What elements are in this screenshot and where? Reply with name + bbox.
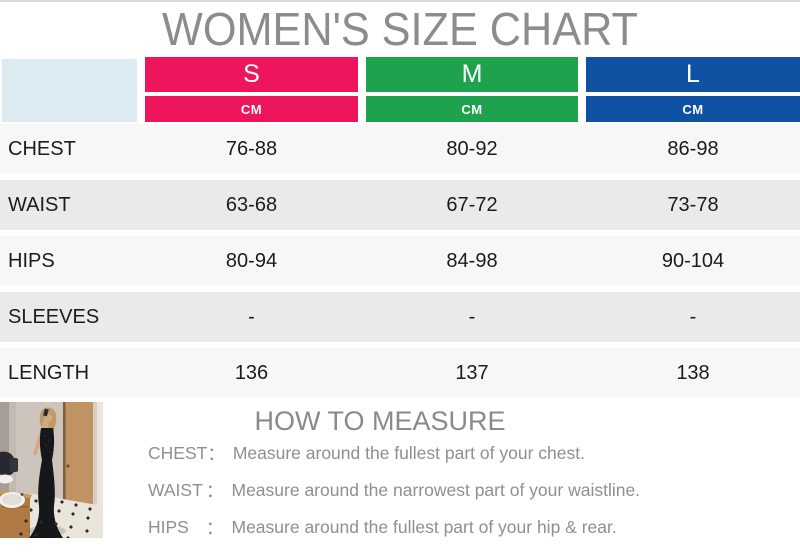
table-row-sleeves: SLEEVES - - - — [0, 292, 800, 342]
measure-text: Measure around the narrowest part of you… — [231, 479, 641, 500]
cell-value: - — [468, 305, 476, 328]
size-table-body: CHEST 76-88 80-92 86-98 WAIST 63-68 67-7… — [0, 124, 800, 404]
cell-value: 90-104 — [661, 249, 725, 272]
size-header-l: L — [586, 57, 800, 92]
unit-header-row: CM CM CM — [0, 96, 800, 122]
row-label: SLEEVES — [8, 305, 100, 328]
measure-colon: ： — [207, 443, 225, 464]
row-label: HIPS — [8, 249, 55, 272]
measure-label: WAIST — [148, 479, 203, 500]
measure-label: HIPS — [148, 516, 189, 537]
size-header-m: M — [366, 57, 578, 92]
measure-item-chest: CHEST： Measure around the fullest part of… — [148, 442, 788, 464]
size-table-corner-cell — [2, 59, 137, 122]
how-to-measure-list: CHEST： Measure around the fullest part of… — [148, 442, 788, 553]
how-to-measure-title: HOW TO MEASURE — [254, 406, 506, 436]
table-row-waist: WAIST 63-68 67-72 73-78 — [0, 180, 800, 230]
cell-value: - — [689, 305, 697, 328]
cell-value: 138 — [676, 361, 710, 384]
size-header-s: S — [145, 57, 358, 92]
unit-cell-l: CM — [586, 96, 800, 122]
size-header-row: S M L — [0, 57, 800, 92]
measure-item-waist: WAIST： Measure around the narrowest part … — [148, 479, 788, 501]
unit-cell-s: CM — [145, 96, 358, 122]
page-title: WOMEN'S SIZE CHART — [162, 3, 638, 55]
cell-value: 63-68 — [225, 193, 278, 216]
cell-value: 86-98 — [667, 137, 719, 160]
measure-text: Measure around the fullest part of your … — [231, 516, 617, 537]
measure-text: Measure around the fullest part of your … — [232, 442, 585, 463]
unit-cell-m: CM — [366, 96, 578, 122]
measure-label: CHEST — [148, 442, 208, 463]
top-divider — [0, 0, 800, 2]
cell-value: 136 — [234, 361, 269, 384]
cell-value: 80-92 — [446, 137, 498, 160]
measure-colon: ： — [206, 517, 224, 538]
table-row-chest: CHEST 76-88 80-92 86-98 — [0, 124, 800, 174]
measure-item-hips: HIPS ： Measure around the fullest part of … — [148, 516, 788, 538]
table-row-length: LENGTH 136 137 138 — [0, 348, 800, 398]
cell-value: 67-72 — [446, 193, 498, 216]
cell-value: 73-78 — [667, 193, 719, 216]
model-photo — [0, 402, 103, 538]
measure-colon: ： — [206, 480, 224, 501]
row-label: WAIST — [8, 193, 71, 216]
cell-value: - — [248, 305, 255, 328]
cell-value: 80-94 — [225, 249, 278, 272]
row-label: LENGTH — [8, 361, 90, 384]
row-label: CHEST — [8, 137, 76, 160]
table-row-hips: HIPS 80-94 84-98 90-104 — [0, 236, 800, 286]
cell-value: 137 — [455, 361, 489, 384]
cell-value: 76-88 — [225, 137, 278, 160]
cell-value: 84-98 — [446, 249, 498, 272]
